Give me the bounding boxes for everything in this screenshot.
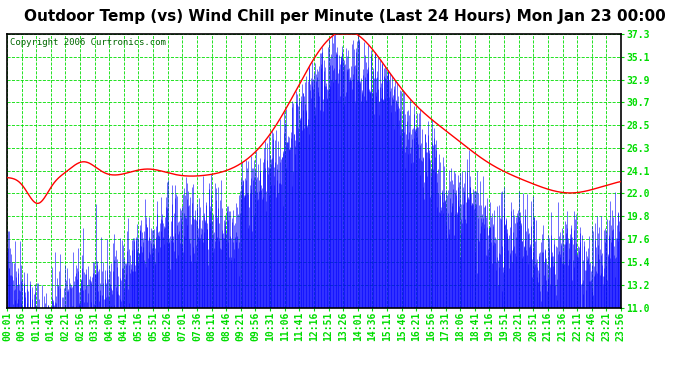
Text: Outdoor Temp (vs) Wind Chill per Minute (Last 24 Hours) Mon Jan 23 00:00: Outdoor Temp (vs) Wind Chill per Minute … (24, 9, 666, 24)
Text: Copyright 2006 Curtronics.com: Copyright 2006 Curtronics.com (10, 38, 166, 47)
